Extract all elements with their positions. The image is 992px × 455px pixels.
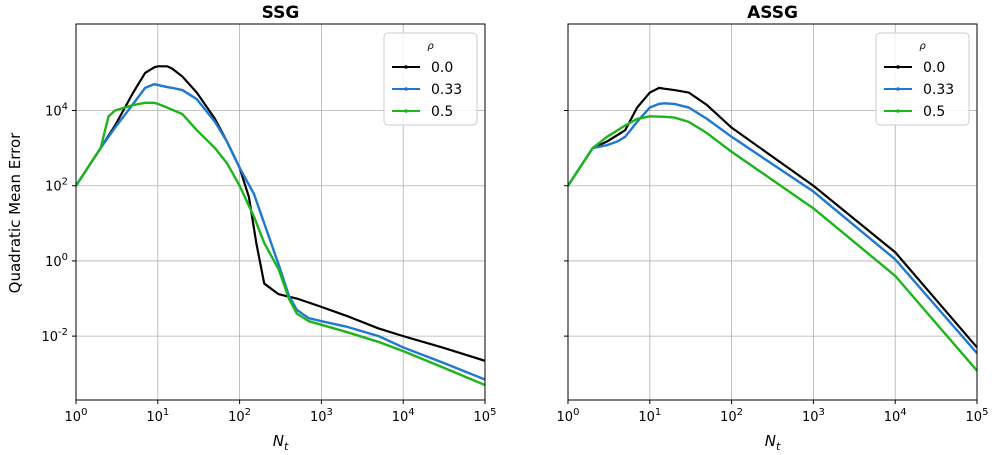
x-tick-label: 101 (638, 407, 661, 425)
x-tick-label: 103 (310, 407, 333, 425)
legend-marker (404, 109, 408, 113)
y-axis-label: Quadratic Mean Error (6, 132, 24, 293)
x-tick-label: 102 (228, 407, 251, 425)
series-line-0-33 (76, 83, 485, 381)
y-tick-label: 104 (45, 102, 68, 120)
x-tick-label: 100 (65, 407, 88, 425)
axes-frame (75, 23, 486, 401)
series-group (568, 86, 977, 372)
plot-assg: ASSG 100 101 102 103 104 105 Nt ρ 0.0 0.33 0.5 (557, 3, 989, 453)
x-axis-label: Nt (273, 432, 289, 453)
legend-marker (896, 65, 900, 69)
x-axis-label: Nt (765, 432, 781, 453)
x-tick-label: 104 (392, 407, 415, 425)
legend: ρ 0.0 0.33 0.5 (875, 32, 970, 126)
series-group (76, 65, 485, 387)
axes-frame (567, 23, 978, 401)
series-line-0-5 (568, 115, 977, 372)
legend-entry-label: 0.33 (923, 82, 954, 98)
y-tick-label: 102 (45, 177, 68, 195)
x-tick-label: 100 (557, 407, 580, 425)
legend-title: ρ (427, 41, 434, 52)
plot-ssg: SSG 100 101 102 103 104 105 10-2 100 102 104 Nt ρ 0.0… (41, 3, 496, 453)
legend-entry-label: 0.0 (923, 60, 945, 76)
legend-marker (896, 109, 900, 113)
x-tick-label: 105 (474, 407, 497, 425)
chart-title: SSG (262, 3, 300, 23)
legend-title: ρ (919, 41, 926, 52)
legend: ρ 0.0 0.33 0.5 (383, 32, 478, 126)
y-tick-label: 100 (45, 252, 68, 270)
series-line-0-0 (568, 86, 977, 349)
legend-entry-label: 0.5 (923, 104, 945, 120)
legend-entry-label: 0.33 (431, 82, 462, 98)
legend-marker (404, 87, 408, 91)
series-line-0-33 (568, 102, 977, 355)
legend-box (383, 32, 478, 126)
series-line-0-5 (76, 101, 485, 387)
legend-marker (896, 87, 900, 91)
y-tick-label: 10-2 (41, 327, 68, 345)
legend-entry-label: 0.5 (431, 104, 453, 120)
x-tick-label: 105 (966, 407, 989, 425)
x-tick-label: 102 (720, 407, 743, 425)
chart-title: ASSG (747, 3, 798, 23)
legend-box (875, 32, 970, 126)
x-tick-label: 101 (146, 407, 169, 425)
legend-entry-label: 0.0 (431, 60, 453, 76)
x-tick-label: 103 (802, 407, 825, 425)
x-tick-label: 104 (884, 407, 907, 425)
legend-marker (404, 65, 408, 69)
